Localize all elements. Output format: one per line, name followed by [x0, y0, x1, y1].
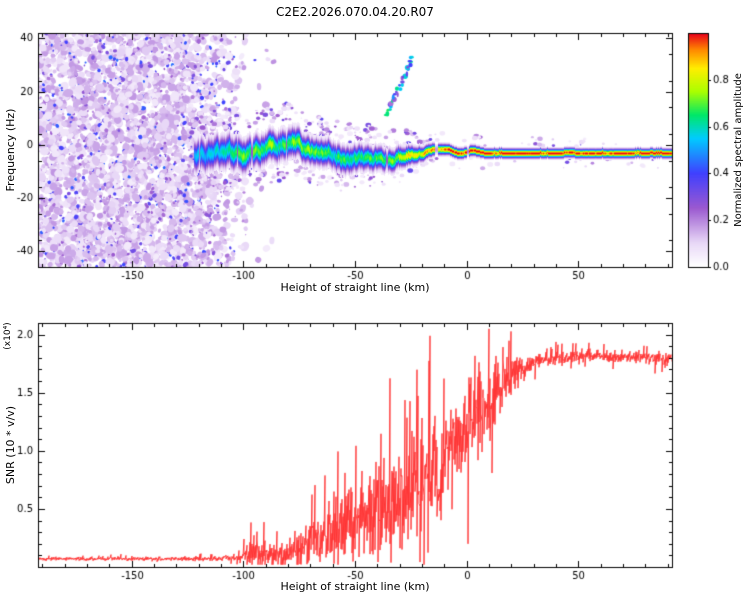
- colorbar-label: Normalized spectral amplitude: [733, 73, 744, 227]
- spectrogram-ylabel: Frequency (Hz): [4, 108, 17, 192]
- spectrogram-xlabel: Height of straight line (km): [280, 281, 430, 294]
- snr-xlabel: Height of straight line (km): [280, 580, 430, 593]
- snr-scale-label: (x10⁴): [3, 322, 13, 350]
- chart-title: C2E2.2026.070.04.20.R07: [276, 5, 434, 19]
- spectrogram-canvas: [0, 20, 750, 310]
- snr-ylabel: SNR (10 * v/v): [4, 405, 17, 485]
- snr-canvas: [0, 300, 750, 600]
